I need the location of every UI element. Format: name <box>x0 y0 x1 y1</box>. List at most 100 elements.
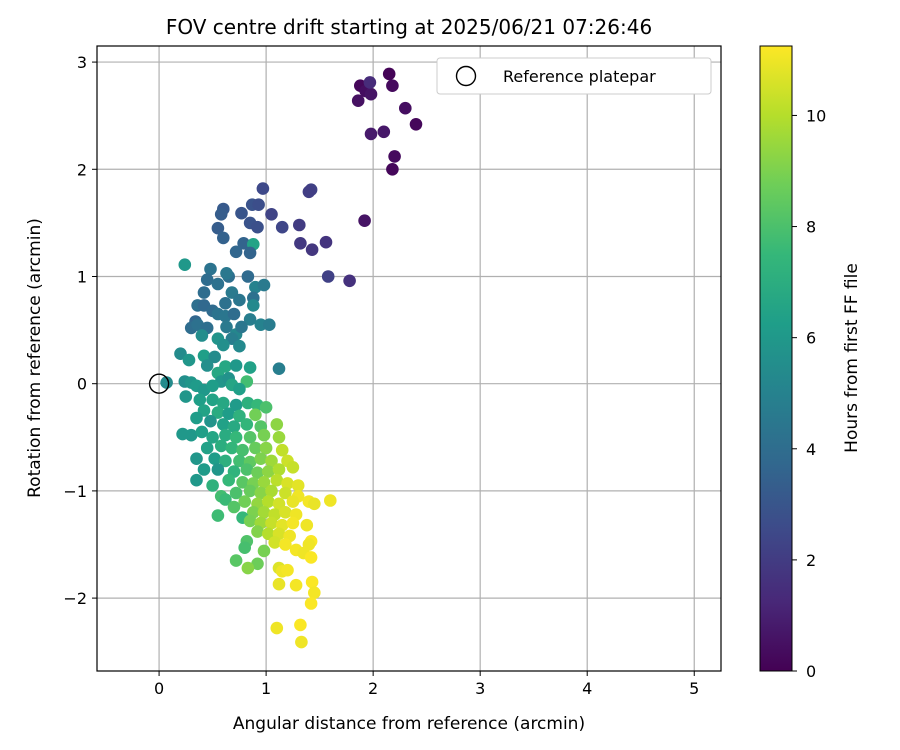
legend-hollow-circle-icon <box>455 65 477 87</box>
colorbar <box>759 45 793 672</box>
data-point <box>233 382 246 396</box>
data-point <box>305 243 319 256</box>
data-point <box>240 463 254 476</box>
data-point <box>206 393 219 407</box>
data-point <box>321 270 335 283</box>
colorbar-tick-label: 8 <box>806 218 816 237</box>
data-point <box>222 473 235 487</box>
data-point <box>265 454 278 468</box>
data-point <box>265 208 278 221</box>
data-point <box>195 425 209 439</box>
legend: Reference platepar <box>436 57 712 95</box>
data-point <box>229 486 243 500</box>
data-point <box>257 506 271 519</box>
y-tick-label: 0 <box>77 375 87 394</box>
data-point <box>243 361 257 374</box>
data-point <box>257 544 271 558</box>
data-point <box>219 454 232 468</box>
data-point <box>286 495 300 508</box>
data-point <box>386 163 399 176</box>
data-point <box>251 557 264 571</box>
y-tick-label: 1 <box>77 267 87 286</box>
data-point <box>200 359 214 372</box>
data-point <box>249 408 262 422</box>
data-point <box>382 67 396 81</box>
data-point <box>388 150 401 163</box>
data-point <box>200 441 214 455</box>
data-point <box>256 182 270 195</box>
data-point <box>243 484 257 498</box>
data-point <box>204 262 217 276</box>
data-point <box>225 441 239 455</box>
data-point <box>206 431 219 444</box>
colorbar-tick-label: 0 <box>806 662 816 681</box>
reference-point-marker <box>148 373 170 394</box>
data-point <box>399 101 412 115</box>
y-axis-label: Rotation from reference (arcmin) <box>25 218 45 498</box>
data-point <box>206 479 219 492</box>
data-point <box>197 463 211 476</box>
x-tick-label: 4 <box>582 679 592 698</box>
data-point <box>217 396 230 410</box>
data-point <box>251 220 264 234</box>
data-point <box>257 428 271 442</box>
data-point <box>305 575 319 589</box>
data-point <box>249 441 262 455</box>
data-point <box>191 318 204 332</box>
data-point <box>243 246 257 260</box>
data-point <box>272 463 286 476</box>
colorbar-tick-label: 2 <box>806 551 816 570</box>
data-point <box>217 418 230 431</box>
data-point <box>286 461 300 474</box>
data-point <box>257 278 271 292</box>
data-point <box>295 635 308 649</box>
colorbar-tick-label: 4 <box>806 440 816 459</box>
data-point <box>197 286 211 299</box>
data-point <box>270 418 284 431</box>
data-point <box>178 258 192 272</box>
data-point <box>409 118 423 131</box>
data-point <box>217 338 230 352</box>
data-point <box>206 379 219 393</box>
data-point <box>300 518 314 532</box>
data-point <box>229 431 243 444</box>
data-point <box>190 411 203 425</box>
data-point <box>229 359 243 372</box>
y-tick-label: 2 <box>77 160 87 179</box>
data-point <box>235 206 248 220</box>
data-point <box>262 495 275 508</box>
data-point <box>291 479 305 492</box>
data-point <box>275 220 289 234</box>
data-point <box>279 486 292 500</box>
data-point <box>233 339 246 353</box>
data-point <box>219 493 232 506</box>
data-point <box>211 406 225 419</box>
colorbar-label: Hours from first FF file <box>842 263 862 453</box>
data-point <box>263 318 276 332</box>
data-point <box>259 401 273 414</box>
data-point <box>238 541 251 554</box>
y-tick-label: −2 <box>63 589 87 608</box>
data-point <box>236 476 249 489</box>
data-point <box>324 494 337 507</box>
data-point <box>211 463 225 476</box>
data-point <box>219 297 232 310</box>
data-point <box>270 473 284 487</box>
data-point <box>211 277 225 291</box>
data-point <box>197 349 211 363</box>
data-point <box>243 313 257 326</box>
data-point <box>220 267 233 280</box>
data-point <box>243 431 257 444</box>
data-point <box>240 418 254 431</box>
data-point <box>229 398 243 412</box>
plot-frame <box>96 45 722 672</box>
data-point <box>251 525 264 538</box>
data-point <box>179 390 193 403</box>
x-tick-label: 5 <box>689 679 699 698</box>
y-tick-label: 3 <box>77 53 87 72</box>
colorbar-tick-label: 10 <box>806 106 826 125</box>
data-point <box>272 362 286 376</box>
x-tick-label: 1 <box>261 679 271 698</box>
